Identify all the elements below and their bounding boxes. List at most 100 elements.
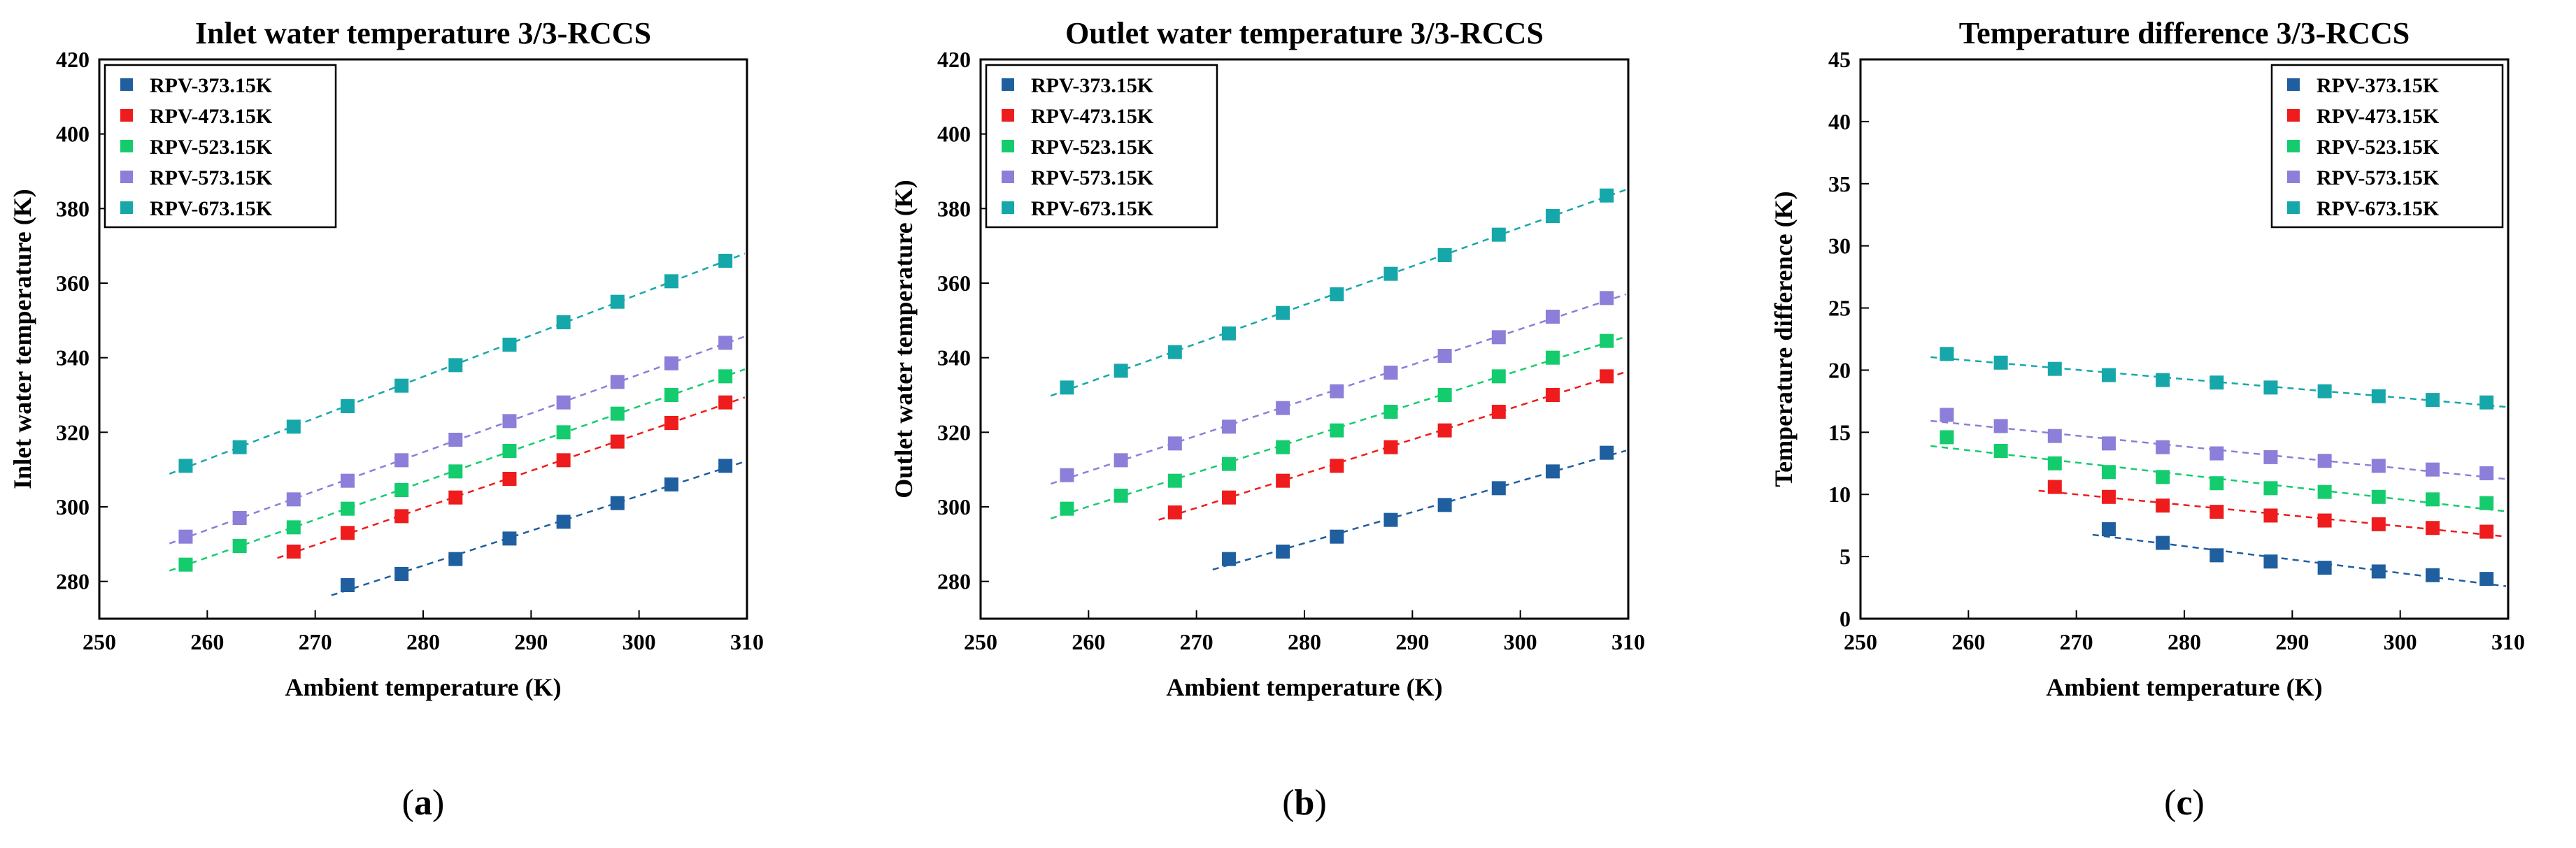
data-point bbox=[232, 539, 247, 553]
data-point bbox=[1600, 369, 1614, 384]
data-point bbox=[178, 529, 193, 544]
y-axis-label: Inlet water temperature (K) bbox=[8, 189, 36, 489]
y-tick-label: 40 bbox=[1828, 109, 1851, 134]
trend-line bbox=[2092, 533, 2507, 587]
data-point bbox=[718, 459, 733, 473]
panel-caption: (b) bbox=[1282, 783, 1327, 823]
trend-line bbox=[1930, 445, 2507, 512]
data-point bbox=[556, 315, 571, 329]
legend-marker bbox=[120, 78, 133, 91]
x-tick-label: 260 bbox=[1072, 629, 1105, 654]
data-point bbox=[394, 453, 409, 468]
y-tick-label: 380 bbox=[56, 196, 90, 221]
y-tick-label: 280 bbox=[56, 569, 90, 594]
series-RPV-523.15K bbox=[1050, 333, 1627, 519]
data-point bbox=[1993, 444, 2008, 458]
y-axis-label: Outlet water temperature (K) bbox=[890, 180, 918, 498]
data-point bbox=[1330, 423, 1344, 438]
data-point bbox=[448, 490, 463, 505]
legend-marker bbox=[120, 140, 133, 152]
legend-marker bbox=[120, 109, 133, 122]
data-point bbox=[1940, 408, 1954, 422]
legend-marker bbox=[120, 201, 133, 214]
data-point bbox=[1437, 349, 1452, 363]
legend-marker bbox=[2287, 201, 2300, 214]
data-point bbox=[232, 511, 247, 525]
data-point bbox=[718, 254, 733, 268]
data-point bbox=[718, 369, 733, 384]
data-point bbox=[2101, 489, 2116, 504]
x-tick-label: 290 bbox=[2275, 629, 2309, 654]
legend-label: RPV-673.15K bbox=[150, 197, 273, 220]
data-point bbox=[1491, 330, 1506, 345]
data-point bbox=[2209, 505, 2224, 519]
data-point bbox=[1113, 364, 1128, 378]
data-point bbox=[1221, 457, 1236, 471]
legend-label: RPV-523.15K bbox=[150, 136, 273, 159]
legend-label: RPV-373.15K bbox=[2317, 74, 2440, 97]
data-point bbox=[1113, 453, 1128, 468]
data-point bbox=[1600, 445, 1614, 460]
data-point bbox=[718, 395, 733, 410]
x-tick-label: 260 bbox=[1951, 629, 1985, 654]
data-point bbox=[2047, 456, 2062, 470]
data-point bbox=[394, 567, 409, 581]
x-tick-label: 270 bbox=[299, 629, 332, 654]
data-point bbox=[2371, 564, 2386, 579]
data-point bbox=[2479, 572, 2494, 587]
x-tick-label: 250 bbox=[964, 629, 997, 654]
x-axis-label: Ambient temperature (K) bbox=[285, 673, 561, 701]
legend-marker bbox=[2287, 171, 2300, 183]
panel-caption: (c) bbox=[2164, 783, 2205, 823]
data-point bbox=[1940, 347, 1954, 361]
data-point bbox=[1491, 369, 1506, 384]
x-tick-label: 310 bbox=[1611, 629, 1645, 654]
series-RPV-523.15K bbox=[169, 368, 746, 572]
series-RPV-473.15K bbox=[2038, 480, 2507, 539]
data-point bbox=[232, 440, 247, 454]
legend-label: RPV-473.15K bbox=[2317, 105, 2440, 128]
data-point bbox=[394, 509, 409, 524]
y-tick-label: 340 bbox=[56, 345, 90, 371]
series-RPV-573.15K bbox=[1930, 408, 2507, 480]
trend-line bbox=[1212, 450, 1627, 570]
data-point bbox=[1383, 266, 1398, 281]
data-point bbox=[2101, 368, 2116, 382]
data-point bbox=[664, 388, 678, 402]
data-point bbox=[1437, 388, 1452, 402]
data-point bbox=[1330, 459, 1344, 473]
data-point bbox=[1600, 291, 1614, 306]
data-point bbox=[718, 336, 733, 350]
data-point bbox=[2317, 513, 2332, 528]
x-tick-label: 280 bbox=[406, 629, 440, 654]
data-point bbox=[394, 378, 409, 393]
data-point bbox=[1167, 505, 1182, 519]
data-point bbox=[448, 358, 463, 373]
data-point bbox=[1437, 423, 1452, 438]
data-point bbox=[2263, 481, 2278, 496]
y-tick-label: 420 bbox=[56, 47, 90, 72]
data-point bbox=[502, 444, 517, 458]
data-point bbox=[502, 531, 517, 546]
legend-marker bbox=[1002, 201, 1014, 214]
y-tick-label: 10 bbox=[1828, 482, 1851, 507]
chart-panel-a: Inlet water temperature 3/3-RCCS 250 260 27… bbox=[8, 16, 764, 701]
legend-marker bbox=[1002, 109, 1014, 122]
y-tick-label: 400 bbox=[937, 122, 971, 147]
y-tick-label: 340 bbox=[937, 345, 971, 371]
data-point bbox=[2479, 395, 2494, 410]
legend-marker bbox=[2287, 78, 2300, 91]
data-point bbox=[178, 459, 193, 473]
x-tick-label: 270 bbox=[1180, 629, 1214, 654]
y-tick-label: 360 bbox=[937, 271, 971, 296]
data-point bbox=[1276, 306, 1290, 320]
data-point bbox=[1276, 473, 1290, 488]
x-tick-label: 310 bbox=[2491, 629, 2525, 654]
legend: RPV-373.15K RPV-473.15K RPV-523.15K RPV-573… bbox=[104, 64, 337, 229]
data-point bbox=[1221, 490, 1236, 505]
y-axis-label: Temperature difference (K) bbox=[1770, 191, 1798, 487]
legend-box bbox=[104, 64, 337, 229]
legend-marker bbox=[1002, 140, 1014, 152]
data-point bbox=[2101, 522, 2116, 536]
